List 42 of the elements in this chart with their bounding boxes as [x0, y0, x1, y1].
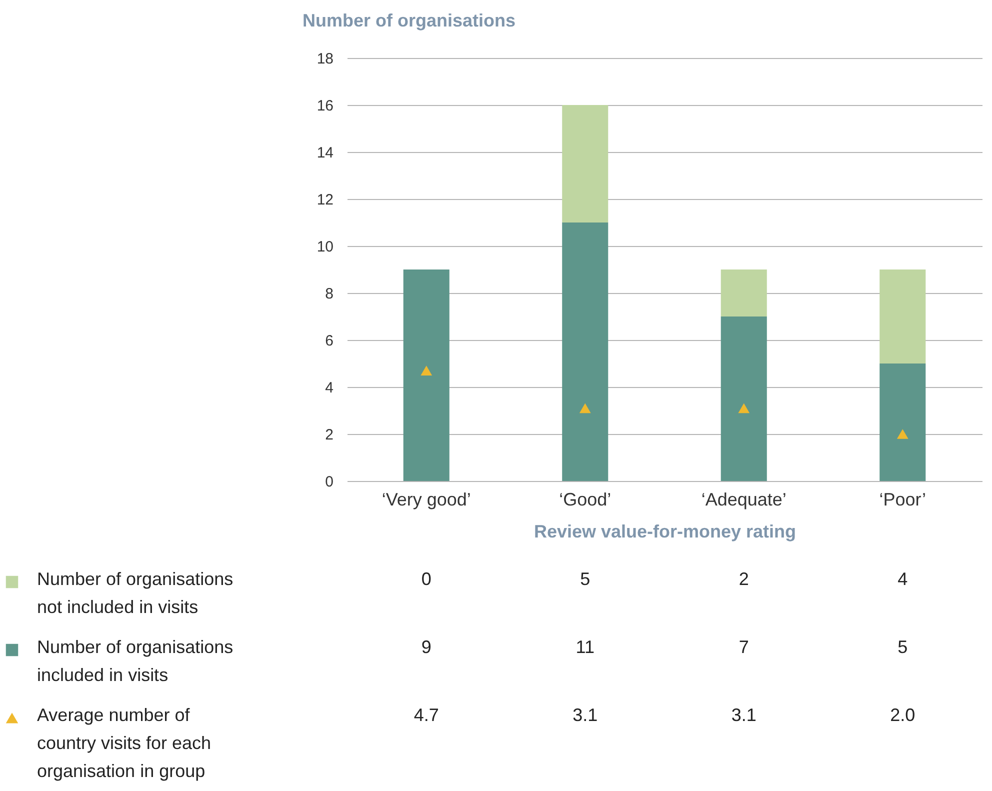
text: 4.7: [414, 705, 439, 725]
y-tick-label: 4: [325, 380, 334, 396]
point: [420, 366, 432, 376]
bar: [403, 270, 450, 481]
bar: [562, 105, 608, 222]
y-tick-label: 16: [316, 98, 334, 114]
legend-label: Number of organisations included in visits: [37, 637, 234, 685]
text: 0: [421, 569, 432, 589]
point: [579, 403, 591, 414]
y-tick-label: 14: [316, 144, 334, 162]
text: 3.1: [572, 705, 598, 725]
x-tick-label: ‘Poor’: [879, 490, 926, 510]
y-tick-label: 8: [325, 286, 334, 302]
bar: [720, 316, 767, 481]
text: 2.0: [890, 705, 916, 725]
y-tick-label: 2: [325, 426, 334, 444]
bar: [562, 222, 608, 481]
text: 2: [738, 569, 749, 589]
y-tick-label: 12: [316, 192, 334, 208]
bar: [720, 270, 767, 316]
y-tick-label: 6: [325, 332, 334, 350]
legend-label: Average number of country visits for each organisation in group: [37, 705, 212, 781]
text: 5: [898, 637, 908, 657]
text: 4: [898, 569, 908, 589]
x-tick-label: ‘Adequate’: [701, 490, 786, 510]
bar: [880, 270, 926, 364]
x-tick-label: ‘Good’: [559, 490, 612, 510]
x-tick-label: ‘Very good’: [382, 490, 471, 510]
y-axis-title: Number of organisations: [302, 10, 516, 30]
text: 9: [421, 637, 432, 657]
text: 5: [580, 569, 590, 589]
bar: [880, 364, 926, 481]
point: [738, 403, 750, 414]
text: 3.1: [731, 705, 756, 725]
x-axis-title: Review value-for-money rating: [534, 522, 796, 542]
point: [896, 429, 908, 439]
text: 7: [738, 637, 749, 657]
y-tick-label: 10: [316, 238, 334, 256]
text: 11: [576, 637, 594, 657]
y-tick-label: 0: [325, 474, 334, 490]
y-tick-label: 18: [316, 50, 334, 68]
legend-label: Number of organisations not included in visits: [37, 569, 234, 617]
